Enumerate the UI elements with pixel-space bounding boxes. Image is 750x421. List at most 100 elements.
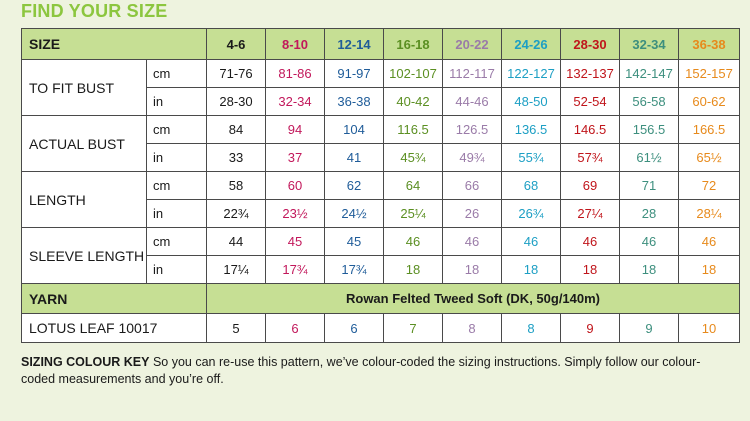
size-header-cell: 20-22 [442,28,502,60]
to-fit-bust-in-cell: 44-46 [442,87,502,116]
actual-bust-in-cell: 37 [265,143,325,172]
to-fit-bust-in-cell: 60-62 [678,87,740,116]
lotus-leaf-cell: 10 [678,313,740,343]
to-fit-bust-in-cell: 36-38 [324,87,384,116]
size-header-cell: 12-14 [324,28,384,60]
page-title: FIND YOUR SIZE [21,1,168,21]
actual-bust-in-cell: 61½ [619,143,679,172]
actual-bust-cm-cell: 84 [206,115,266,144]
length-cm-cell: 72 [678,171,740,200]
sleeve-length-label: SLEEVE LENGTH [21,227,147,284]
sleeve-length-cm-cell: 46 [560,227,620,256]
sizing-colour-key-text: So you can re-use this pattern, we’ve co… [21,355,701,386]
unit-cm: cm [146,59,207,88]
actual-bust-in-cell: 49¾ [442,143,502,172]
size-header-label: SIZE [21,28,207,60]
sleeve-length-in-row: in 17¼ 17¾ 17¾ 18 18 18 18 18 18 [22,255,740,284]
to-fit-bust-cm-row: TO FIT BUST cm 71-76 81-86 91-97 102-107… [21,59,740,116]
to-fit-bust-in-cell: 32-34 [265,87,325,116]
length-in-cell: 28¼ [678,199,740,228]
sleeve-length-in-cell: 18 [560,255,620,284]
sleeve-length-in-cell: 18 [442,255,502,284]
sleeve-length-cm-cell: 44 [206,227,266,256]
lotus-leaf-cell: 8 [442,313,502,343]
yarn-label: YARN [21,283,207,314]
to-fit-bust-label: TO FIT BUST [21,59,147,116]
sleeve-length-cm-cell: 45 [265,227,325,256]
size-header-cell: 24-26 [501,28,561,60]
length-in-cell: 25¼ [383,199,443,228]
lotus-leaf-label: LOTUS LEAF 10017 [21,313,207,343]
to-fit-bust-in-cell: 40-42 [383,87,443,116]
size-header-cell: 28-30 [560,28,620,60]
lotus-leaf-cell: 6 [265,313,325,343]
lotus-leaf-cell: 9 [560,313,620,343]
sleeve-length-cm-cell: 45 [324,227,384,256]
to-fit-bust-in-cell: 52-54 [560,87,620,116]
sleeve-length-in-cell: 17¾ [265,255,325,284]
sleeve-length-in-cell: 18 [678,255,740,284]
size-header-cell: 4-6 [206,28,266,60]
sleeve-length-cm-cell: 46 [383,227,443,256]
to-fit-bust-cm-cell: 152-157 [678,59,740,88]
unit-in: in [146,87,207,116]
length-cm-cell: 58 [206,171,266,200]
to-fit-bust-cm-cell: 71-76 [206,59,266,88]
actual-bust-in-cell: 55¾ [501,143,561,172]
length-in-cell: 23½ [265,199,325,228]
sizing-colour-key-title: SIZING COLOUR KEY [21,355,150,369]
to-fit-bust-cm-cell: 132-137 [560,59,620,88]
length-label: LENGTH [21,171,147,228]
size-header-cell: 32-34 [619,28,679,60]
yarn-row: YARN Rowan Felted Tweed Soft (DK, 50g/14… [21,283,740,314]
sleeve-length-in-cell: 18 [383,255,443,284]
size-header-row: SIZE 4-6 8-10 12-14 16-18 20-22 24-26 28… [21,28,740,60]
length-in-cell: 26¾ [501,199,561,228]
actual-bust-cm-cell: 116.5 [383,115,443,144]
lotus-leaf-cell: 9 [619,313,679,343]
actual-bust-in-cell: 65½ [678,143,740,172]
actual-bust-in-cell: 33 [206,143,266,172]
sleeve-length-cm-cell: 46 [501,227,561,256]
to-fit-bust-cm-cell: 91-97 [324,59,384,88]
actual-bust-cm-cell: 136.5 [501,115,561,144]
actual-bust-in-cell: 57¾ [560,143,620,172]
length-in-cell: 22¾ [206,199,266,228]
sleeve-length-cm-cell: 46 [678,227,740,256]
lotus-leaf-cell: 6 [324,313,384,343]
unit-in: in [146,255,207,284]
sleeve-length-in-cell: 18 [501,255,561,284]
sleeve-length-cm-cell: 46 [442,227,502,256]
length-in-cell: 27¼ [560,199,620,228]
length-cm-row: LENGTH cm 58 60 62 64 66 68 69 71 72 [21,171,740,228]
length-in-cell: 28 [619,199,679,228]
actual-bust-label: ACTUAL BUST [21,115,147,172]
unit-cm: cm [146,227,207,256]
length-cm-cell: 60 [265,171,325,200]
lotus-leaf-cell: 5 [206,313,266,343]
actual-bust-in-row: in 33 37 41 45¾ 49¾ 55¾ 57¾ 61½ 65½ [22,143,740,172]
unit-in: in [146,143,207,172]
actual-bust-cm-cell: 126.5 [442,115,502,144]
to-fit-bust-cm-cell: 102-107 [383,59,443,88]
to-fit-bust-cm-cell: 142-147 [619,59,679,88]
to-fit-bust-cm-cell: 122-127 [501,59,561,88]
to-fit-bust-cm-cell: 81-86 [265,59,325,88]
sleeve-length-in-cell: 18 [619,255,679,284]
lotus-leaf-cell: 8 [501,313,561,343]
size-header-cell: 36-38 [678,28,740,60]
length-cm-cell: 66 [442,171,502,200]
sleeve-length-cm-cell: 46 [619,227,679,256]
to-fit-bust-in-cell: 56-58 [619,87,679,116]
length-cm-cell: 69 [560,171,620,200]
sleeve-length-in-cell: 17¼ [206,255,266,284]
lotus-leaf-cell: 7 [383,313,443,343]
actual-bust-cm-cell: 166.5 [678,115,740,144]
to-fit-bust-in-cell: 48-50 [501,87,561,116]
unit-cm: cm [146,171,207,200]
to-fit-bust-in-cell: 28-30 [206,87,266,116]
size-header-cell: 16-18 [383,28,443,60]
length-in-row: in 22¾ 23½ 24½ 25¼ 26 26¾ 27¼ 28 28¼ [22,199,740,228]
sizing-colour-key: SIZING COLOUR KEY So you can re-use this… [21,354,721,388]
actual-bust-in-cell: 41 [324,143,384,172]
